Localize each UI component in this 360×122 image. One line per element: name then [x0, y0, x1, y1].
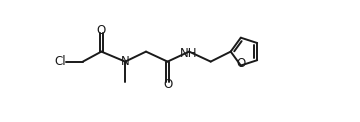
Text: O: O: [163, 78, 172, 91]
Text: Cl: Cl: [54, 55, 66, 68]
Text: N: N: [121, 55, 130, 68]
Text: O: O: [97, 24, 106, 37]
Text: NH: NH: [180, 47, 198, 60]
Text: O: O: [236, 57, 246, 70]
